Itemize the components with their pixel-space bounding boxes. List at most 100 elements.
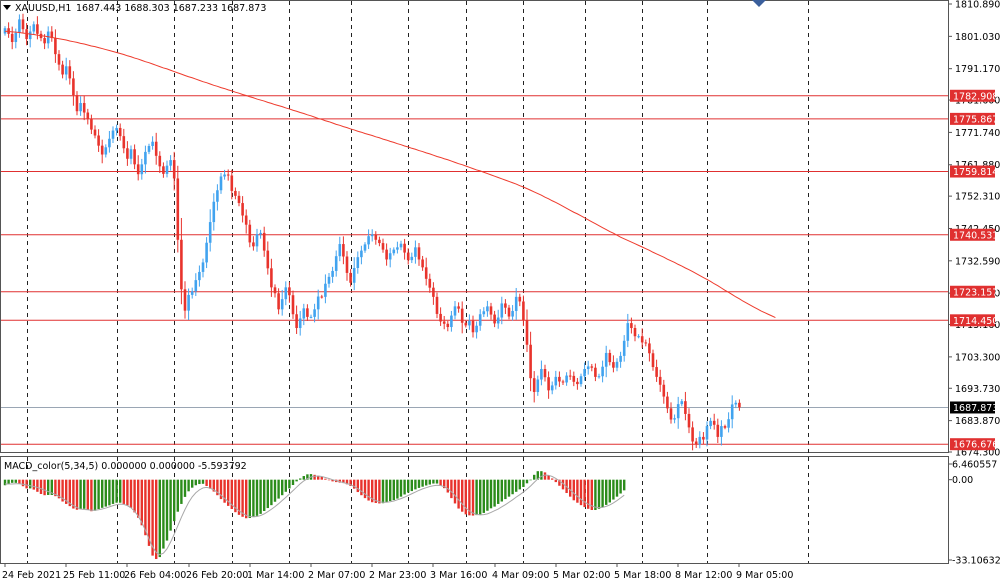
macd-bar bbox=[263, 479, 266, 511]
candle-body bbox=[306, 308, 309, 317]
macd-bar bbox=[234, 479, 237, 513]
candle-body bbox=[126, 148, 129, 159]
candle-body bbox=[568, 375, 572, 377]
collapse-triangle-icon[interactable] bbox=[3, 5, 11, 10]
macd-bar bbox=[605, 479, 608, 505]
candle-body bbox=[590, 366, 594, 368]
macd-bar bbox=[209, 479, 212, 489]
candle-body bbox=[241, 203, 244, 216]
macd-bar bbox=[248, 479, 251, 519]
candle-body bbox=[457, 306, 460, 309]
macd-bar bbox=[536, 471, 539, 480]
level-tag: 1740.531 bbox=[953, 230, 998, 241]
candle-body bbox=[324, 283, 327, 297]
macd-bar bbox=[587, 479, 590, 509]
candle-body bbox=[86, 112, 90, 120]
candle-body bbox=[522, 301, 525, 321]
macd-bar bbox=[482, 479, 485, 513]
macd-bar bbox=[489, 479, 493, 509]
time-tick-label: 3 Mar 16:00 bbox=[430, 570, 487, 581]
candle-body bbox=[316, 296, 320, 310]
bull-candle bbox=[111, 126, 115, 144]
bull-candle bbox=[338, 236, 342, 262]
bear-candle bbox=[136, 155, 140, 181]
macd-bar bbox=[216, 479, 219, 496]
bear-candle bbox=[594, 363, 597, 382]
bear-candle bbox=[158, 151, 162, 174]
candle-body bbox=[108, 138, 111, 148]
candle-body bbox=[205, 242, 208, 263]
candle-body bbox=[511, 310, 514, 317]
bull-candle bbox=[309, 314, 313, 319]
price-tick-label: 1801.030 bbox=[955, 32, 1000, 43]
bear-candle bbox=[72, 71, 75, 106]
macd-bar bbox=[511, 479, 514, 495]
macd-bar bbox=[227, 479, 230, 506]
price-panel[interactable] bbox=[0, 0, 949, 453]
candle-body bbox=[212, 201, 216, 223]
bear-candle bbox=[442, 315, 446, 330]
macd-panel[interactable] bbox=[0, 456, 949, 564]
candle-body bbox=[540, 369, 543, 380]
macd-bar bbox=[86, 479, 89, 511]
bear-candle bbox=[162, 162, 165, 178]
macd-bar bbox=[237, 479, 241, 515]
level-tag-bg bbox=[950, 314, 995, 327]
bear-candle bbox=[176, 165, 180, 253]
candle-body bbox=[630, 323, 633, 329]
horizontal-levels[interactable] bbox=[1, 95, 948, 445]
candle-body bbox=[349, 272, 352, 283]
candle-body bbox=[10, 33, 14, 43]
candle-body bbox=[633, 328, 637, 337]
macd-bar bbox=[194, 479, 197, 486]
level-tag: 1723.157 bbox=[953, 287, 998, 298]
candle-body bbox=[514, 296, 518, 311]
bull-candle bbox=[208, 209, 212, 252]
level-tag: 1782.908 bbox=[953, 91, 998, 102]
candle-body bbox=[622, 340, 626, 356]
macd-bar bbox=[324, 478, 327, 480]
bear-candle bbox=[154, 132, 158, 165]
macd-bar bbox=[590, 479, 593, 511]
bear-candle bbox=[342, 236, 345, 265]
macd-bar bbox=[342, 479, 345, 484]
candle-body bbox=[154, 141, 158, 156]
bear-candle bbox=[248, 219, 252, 248]
macd-bar bbox=[126, 479, 129, 506]
time-tick-label: 24 Feb 2021 bbox=[2, 570, 61, 581]
candle-body bbox=[604, 352, 608, 367]
candle-body bbox=[594, 367, 597, 377]
candle-body bbox=[655, 367, 658, 377]
bear-candle bbox=[504, 299, 507, 315]
macd-bar bbox=[54, 479, 57, 497]
bull-candle bbox=[597, 373, 601, 379]
macd-bar bbox=[615, 479, 619, 497]
level-tag: 1714.450 bbox=[953, 316, 998, 327]
macd-bar bbox=[212, 479, 215, 492]
candle-body bbox=[687, 413, 691, 428]
bull-candle bbox=[140, 158, 144, 180]
candle-body bbox=[712, 420, 716, 425]
bear-candle bbox=[403, 238, 406, 260]
bear-candle bbox=[277, 288, 280, 315]
macd-bar bbox=[39, 479, 43, 494]
bull-candle bbox=[511, 305, 514, 321]
candle-body bbox=[158, 155, 162, 167]
macd-bar bbox=[453, 479, 457, 504]
candle-body bbox=[331, 270, 334, 277]
candle-body bbox=[547, 377, 550, 391]
candle-body bbox=[565, 375, 568, 383]
chart-shift-icon[interactable] bbox=[752, 0, 766, 7]
candle-body bbox=[360, 250, 363, 258]
candle-body bbox=[226, 174, 230, 176]
candle-body bbox=[374, 234, 378, 240]
macd-bar bbox=[597, 479, 601, 509]
bull-candle bbox=[396, 241, 399, 254]
bear-candle bbox=[464, 320, 468, 328]
bear-candle bbox=[439, 307, 442, 326]
bear-candle bbox=[97, 129, 100, 152]
bear-candle bbox=[75, 91, 79, 116]
bear-candle bbox=[234, 187, 237, 200]
bull-candle bbox=[565, 372, 568, 386]
